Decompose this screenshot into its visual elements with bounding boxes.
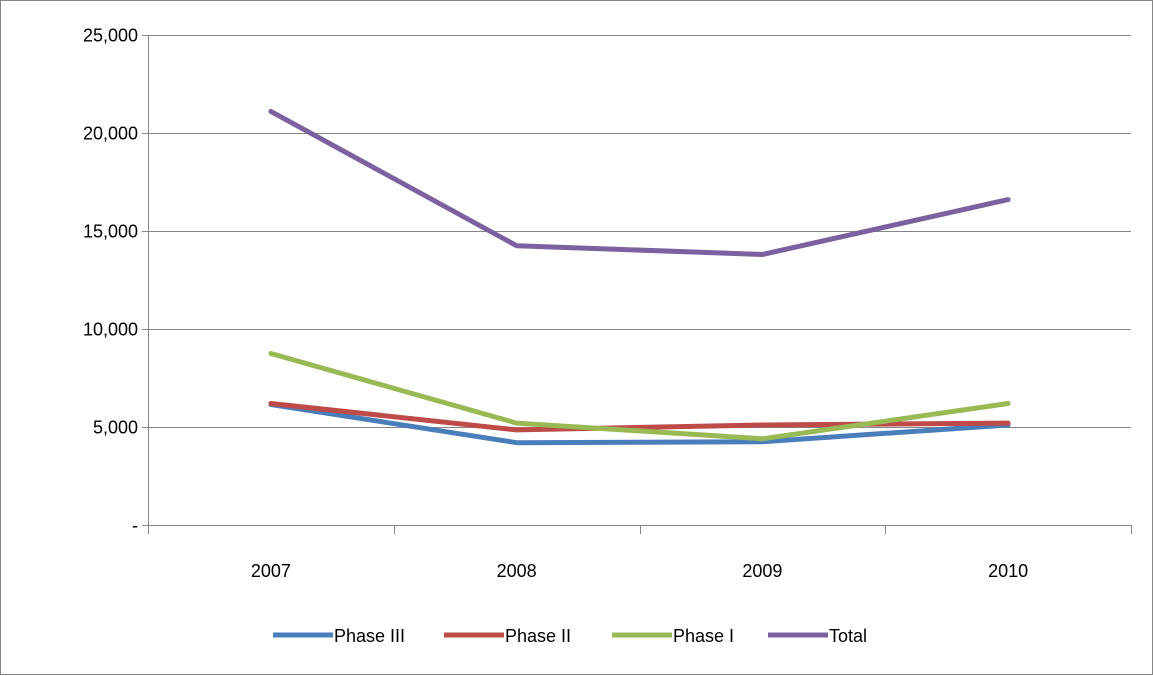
legend-label: Phase III [334, 626, 405, 646]
series-line-phase-i [268, 351, 1011, 442]
x-tick-label: 2007 [251, 561, 291, 581]
y-tick-label: 5,000 [93, 418, 138, 438]
legend-item: Phase I [612, 626, 734, 646]
x-tick-labels: 2007 2008 2009 2010 [251, 561, 1028, 581]
y-tick-label: - [132, 516, 138, 536]
x-tick-label: 2010 [988, 561, 1028, 581]
legend-label: Phase II [505, 626, 571, 646]
legend-item: Total [768, 626, 867, 646]
gridlines [148, 35, 1131, 428]
series-line-phase-ii [268, 401, 1011, 433]
axes [142, 35, 1132, 534]
series-line-total [268, 108, 1011, 257]
legend-label: Total [829, 626, 867, 646]
x-tick-label: 2009 [742, 561, 782, 581]
y-tick-label: 20,000 [83, 124, 138, 144]
legend: Phase III Phase II Phase I Total [273, 626, 867, 646]
series-lines [268, 108, 1011, 446]
x-tick-label: 2008 [497, 561, 537, 581]
series-line-phase-iii [268, 402, 1011, 446]
y-tick-label: 25,000 [83, 26, 138, 46]
legend-item: Phase II [444, 626, 571, 646]
y-tick-labels: - 5,000 10,000 15,000 20,000 25,000 [83, 26, 138, 536]
y-tick-label: 15,000 [83, 222, 138, 242]
y-tick-label: 10,000 [83, 320, 138, 340]
legend-item: Phase III [273, 626, 405, 646]
legend-label: Phase I [673, 626, 734, 646]
